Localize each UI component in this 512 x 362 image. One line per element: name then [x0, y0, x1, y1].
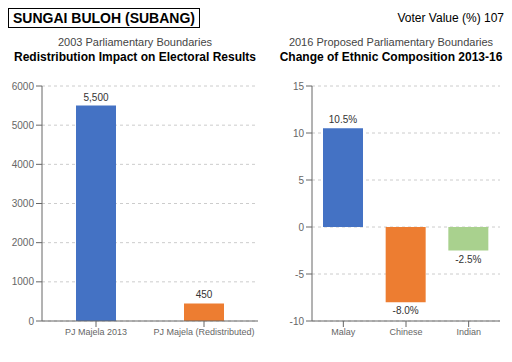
html-text:Voter Value (%) 107: Voter Value (%) 107	[397, 11, 504, 25]
svg-text:6000: 6000	[12, 81, 35, 92]
svg-text:-5: -5	[295, 269, 304, 280]
svg-text:Malay: Malay	[331, 327, 356, 337]
svg-text:3000: 3000	[12, 198, 35, 209]
html-text:2016 Proposed Parliamentary Bo: 2016 Proposed Parliamentary Boundaries	[288, 36, 494, 48]
svg-text:PJ Majela 2013: PJ Majela 2013	[65, 327, 127, 337]
html-text:Change of Ethnic Composition 2: Change of Ethnic Composition 2013-16	[279, 50, 503, 64]
svg-text:0: 0	[28, 316, 34, 327]
svg-text:5000: 5000	[12, 120, 35, 131]
svg-text:450: 450	[196, 289, 213, 300]
svg-text:PJ Majela (Redistributed): PJ Majela (Redistributed)	[153, 327, 254, 337]
svg-text:5: 5	[298, 175, 304, 186]
svg-text:Indian: Indian	[456, 327, 481, 337]
svg-text:2000: 2000	[12, 237, 35, 248]
html-text:SUNGAI BULOH (SUBANG): SUNGAI BULOH (SUBANG)	[13, 10, 195, 26]
svg-text:1000: 1000	[12, 276, 35, 287]
svg-text:0: 0	[298, 222, 304, 233]
svg-text:15: 15	[293, 81, 305, 92]
svg-text:Chinese: Chinese	[389, 327, 422, 337]
svg-text:-8.0%: -8.0%	[393, 305, 419, 316]
svg-text:5,500: 5,500	[83, 92, 108, 103]
svg-text:-10: -10	[290, 316, 305, 327]
svg-text:-2.5%: -2.5%	[455, 254, 481, 265]
svg-text:10: 10	[293, 128, 305, 139]
svg-text:10.5%: 10.5%	[329, 114, 357, 125]
html-text:2003 Parliamentary Boundaries: 2003 Parliamentary Boundaries	[58, 36, 212, 48]
html-text:Redistribution Impact on Elect: Redistribution Impact on Electoral Resul…	[14, 50, 256, 64]
svg-text:4000: 4000	[12, 159, 35, 170]
